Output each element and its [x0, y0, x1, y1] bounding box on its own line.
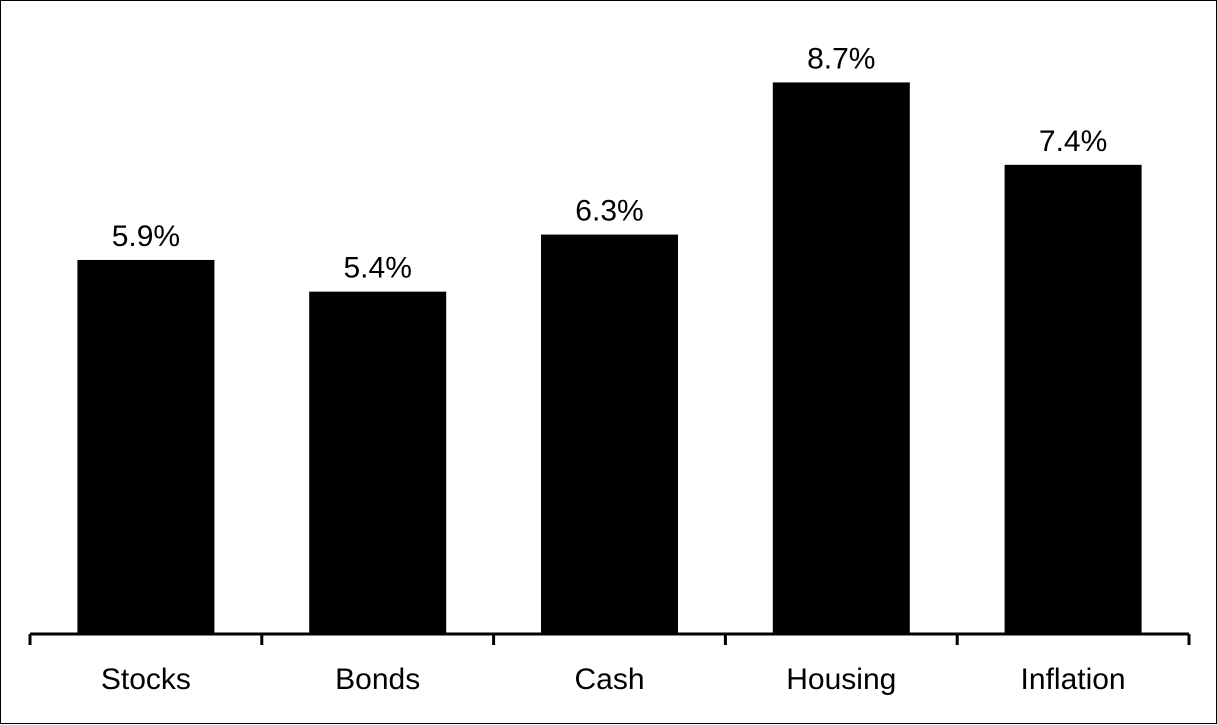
bar-inflation — [1004, 164, 1142, 634]
value-label-inflation: 7.4% — [1039, 125, 1107, 158]
value-label-cash: 6.3% — [575, 195, 643, 228]
value-labels-layer: 5.9% 5.4% 6.3% 8.7% 7.4% — [112, 42, 1108, 284]
value-label-bonds: 5.4% — [344, 252, 412, 285]
category-labels-layer: Stocks Bonds Cash Housing Inflation — [101, 663, 1126, 696]
category-label-inflation: Inflation — [1021, 663, 1126, 696]
value-label-housing: 8.7% — [807, 42, 875, 75]
category-label-housing: Housing — [786, 663, 896, 696]
bar-housing — [772, 82, 910, 635]
value-label-stocks: 5.9% — [112, 220, 180, 253]
bar-stocks — [77, 259, 215, 634]
bar-bonds — [309, 291, 447, 634]
category-label-cash: Cash — [574, 663, 644, 696]
bar-cash — [541, 234, 678, 634]
category-label-bonds: Bonds — [335, 663, 420, 696]
bars-layer — [77, 82, 1142, 635]
x-axis-ticks — [28, 634, 1191, 645]
category-label-stocks: Stocks — [101, 663, 191, 696]
